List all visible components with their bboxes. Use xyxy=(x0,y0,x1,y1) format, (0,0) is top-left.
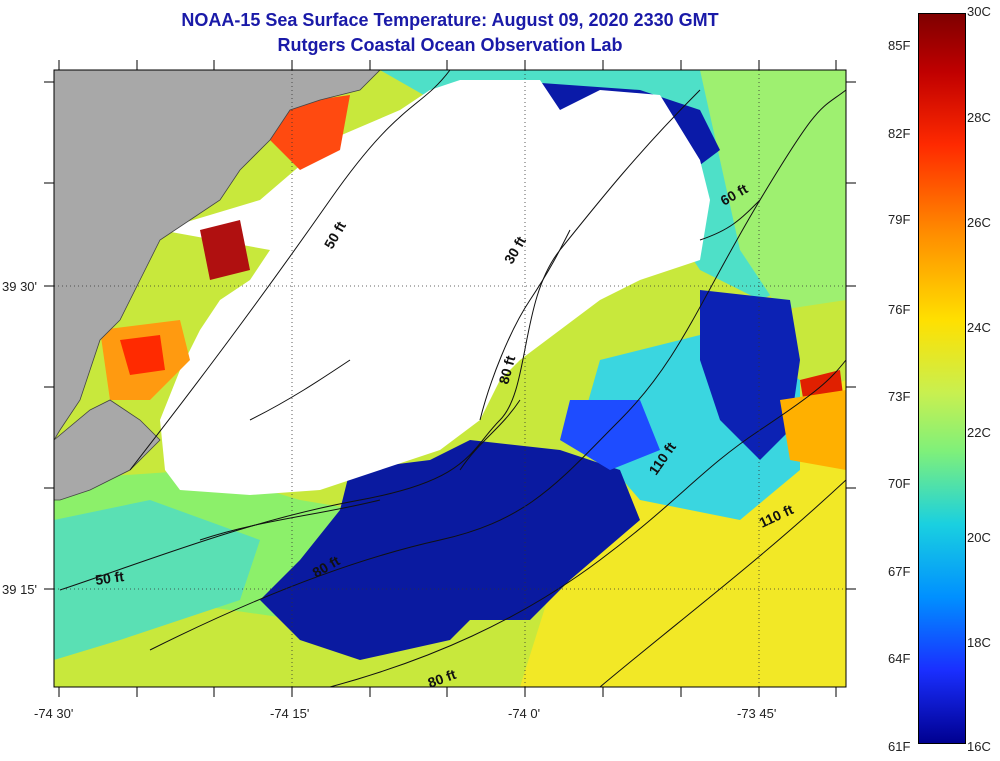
cbar-label-26c: 26C xyxy=(967,215,991,230)
axis-ticks xyxy=(44,60,856,697)
cbar-label-73f: 73F xyxy=(888,389,911,404)
map-title: NOAA-15 Sea Surface Temperature: August … xyxy=(181,10,719,30)
cbar-label-24c: 24C xyxy=(967,320,991,335)
cbar-label-82f: 82F xyxy=(888,126,911,141)
cyan-patch-sw xyxy=(54,500,260,660)
cbar-label-79f: 79F xyxy=(888,212,911,227)
blue-patch xyxy=(560,400,660,470)
bathymetry-contours xyxy=(59,70,846,687)
cbar-label-18c: 18C xyxy=(967,635,991,650)
cloud-mask xyxy=(160,80,710,495)
land-new-jersey xyxy=(54,70,381,441)
cbar-label-20c: 20C xyxy=(967,530,991,545)
cbar-label-70f: 70F xyxy=(888,476,911,491)
green-region-ne xyxy=(700,70,846,310)
lat-lon-grid xyxy=(54,70,846,687)
lon-label-74-0: -74 0' xyxy=(508,706,540,721)
land-peninsula xyxy=(54,399,161,501)
lon-label-74-30: -74 30' xyxy=(34,706,73,721)
map-frame xyxy=(53,69,847,688)
depth-label: 80 ft xyxy=(495,354,518,386)
cbar-label-28c: 28C xyxy=(967,110,991,125)
depth-label: 50 ft xyxy=(94,568,125,588)
sst-map: 39 30' 39 15' -74 30' -74 15' -74 0' -73… xyxy=(2,60,856,721)
cbar-label-61f: 61F xyxy=(888,739,911,754)
map-subtitle: Rutgers Coastal Ocean Observation Lab xyxy=(277,35,623,55)
cbar-label-64f: 64F xyxy=(888,651,911,666)
cbar-label-30c: 30C xyxy=(967,4,991,19)
lat-label-39-15: 39 15' xyxy=(2,582,37,597)
cold-upwelling-center xyxy=(260,440,640,660)
lon-label-73-45: -73 45' xyxy=(737,706,776,721)
red-coastal-pixels xyxy=(120,335,165,375)
hot-coastal-pixels xyxy=(200,220,250,280)
cbar-label-67f: 67F xyxy=(888,564,911,579)
temperature-colorbar xyxy=(918,13,966,744)
lon-label-74-15: -74 15' xyxy=(270,706,309,721)
cold-upwelling-east xyxy=(700,290,800,460)
cbar-label-22c: 22C xyxy=(967,425,991,440)
orange-offshore-pixels xyxy=(780,390,846,470)
cbar-label-16c: 16C xyxy=(967,739,991,754)
lat-label-39-30: 39 30' xyxy=(2,279,37,294)
cbar-label-76f: 76F xyxy=(888,302,911,317)
cbar-label-85f: 85F xyxy=(888,38,911,53)
warm-coastal-pixels xyxy=(270,95,350,170)
